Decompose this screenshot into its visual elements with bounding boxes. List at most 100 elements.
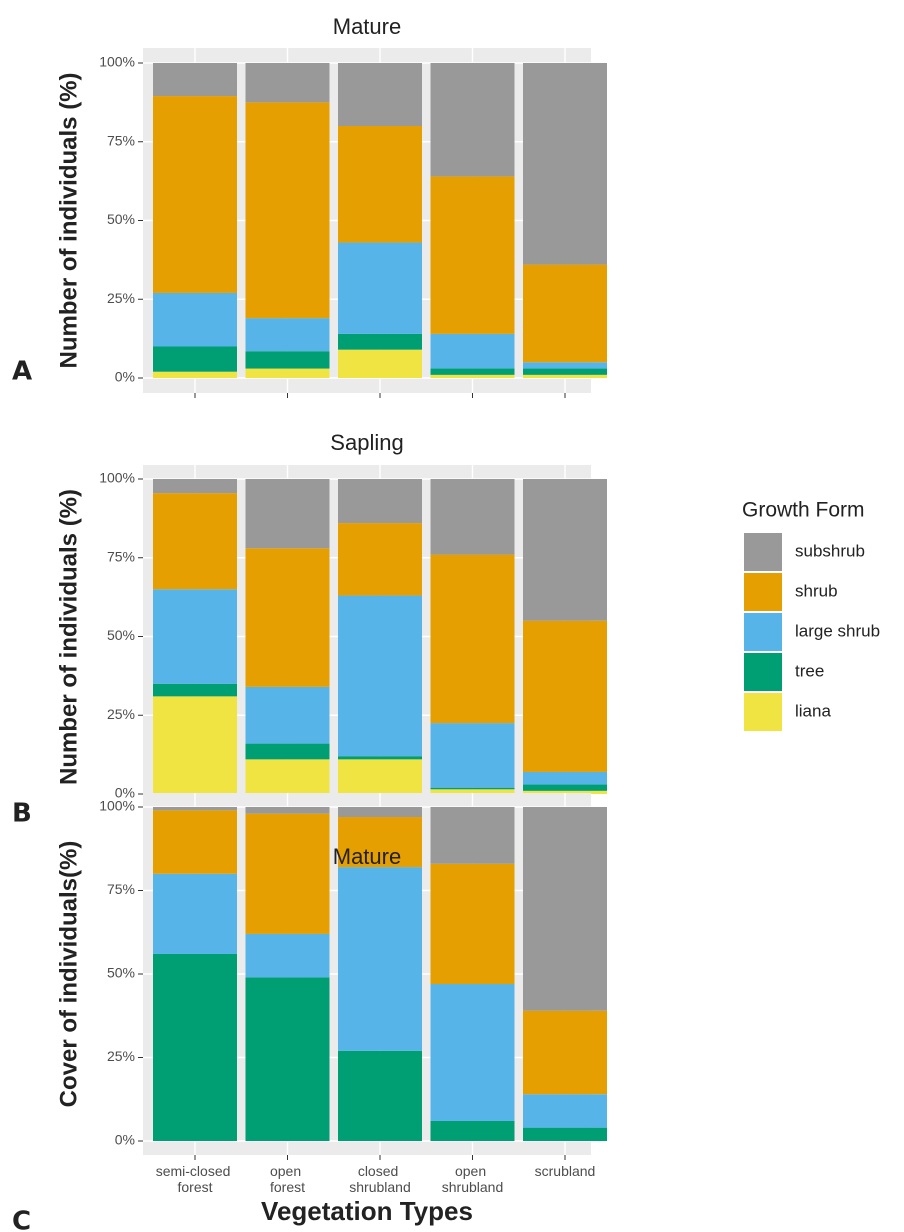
x-tick-label-line: forest	[270, 1179, 305, 1195]
y-tick-label: 100%	[99, 470, 135, 486]
bar-segment: tree	[523, 784, 607, 791]
legend-label: large shrub	[795, 621, 880, 640]
bar-segment: subshrub	[153, 63, 237, 97]
y-tick-label: 50%	[107, 211, 135, 227]
y-tick-label: 25%	[107, 290, 135, 306]
bar-segment: large shrub	[153, 873, 237, 954]
bar-segment: shrub	[430, 863, 515, 985]
y-tick-label: 75%	[107, 548, 135, 564]
bar-segment: tree	[430, 368, 515, 375]
bar-segment: shrub	[338, 523, 422, 596]
bar-segment: large shrub	[430, 723, 515, 788]
bar-segment: large shrub	[245, 686, 330, 744]
bar-segment: shrub	[430, 554, 515, 724]
x-tick-label: scrubland	[535, 1163, 596, 1179]
bar-segment: liana	[523, 374, 607, 378]
bar-segment: shrub	[338, 126, 422, 243]
legend-key	[744, 573, 782, 611]
bar-segment: large shrub	[523, 1094, 607, 1128]
bar-segment: tree	[430, 787, 515, 790]
bar-segment: subshrub	[430, 63, 515, 177]
x-tick-label-line: closed	[358, 1163, 402, 1179]
bar-segment: large shrub	[338, 867, 422, 1051]
bar-segment: shrub	[245, 102, 330, 319]
bar-segment: shrub	[153, 96, 237, 293]
x-tick-label: open shrubland	[442, 1163, 504, 1195]
x-tick-label-line: open	[455, 1163, 490, 1179]
y-tick-label: 75%	[107, 132, 135, 148]
x-tick-label-line: forest	[177, 1179, 212, 1195]
bar-segment: large shrub	[523, 771, 607, 785]
bar-segment: large shrub	[430, 333, 515, 369]
bar-segment: subshrub	[523, 63, 607, 265]
bar-segment: large shrub	[338, 595, 422, 757]
legend-key	[744, 613, 782, 651]
bar-segment: liana	[245, 368, 330, 378]
x-tick-label-line: open	[270, 1163, 305, 1179]
legend-key	[744, 653, 782, 691]
legend-label: subshrub	[795, 541, 865, 560]
y-tick-label: 50%	[107, 965, 135, 981]
bar-segment: shrub	[153, 810, 237, 874]
y-axis-title: Number of individuals (%)	[55, 489, 82, 785]
bar-segment: subshrub	[153, 807, 237, 811]
y-tick-label: 0%	[115, 369, 135, 385]
bar-segment: tree	[245, 743, 330, 760]
legend-label: liana	[795, 701, 831, 720]
y-tick-label: 100%	[99, 798, 135, 814]
bar-segment: liana	[430, 374, 515, 378]
bar-segment: subshrub	[153, 479, 237, 494]
bar-segment: shrub	[523, 264, 607, 363]
bar-segment: subshrub	[338, 807, 422, 818]
bar-segment: tree	[245, 351, 330, 369]
legend-key	[744, 693, 782, 731]
bar-segment: liana	[153, 371, 237, 378]
bar-segment: liana	[153, 696, 237, 794]
y-tick-label: 25%	[107, 1048, 135, 1064]
bar-segment: tree	[430, 1120, 515, 1141]
panel-letter: B	[12, 799, 32, 829]
bar-segment: tree	[338, 333, 422, 350]
bar-segment: large shrub	[523, 362, 607, 369]
legend-key	[744, 533, 782, 571]
bar-segment: liana	[523, 790, 607, 794]
bar-segment: tree	[523, 1127, 607, 1141]
bar-segment: liana	[430, 789, 515, 794]
x-tick-label: semi-closed forest	[156, 1163, 235, 1195]
panel-letter: A	[12, 357, 32, 387]
y-tick-label: 25%	[107, 706, 135, 722]
bar-segment: subshrub	[338, 479, 422, 524]
bar-segment: tree	[523, 368, 607, 375]
x-tick-label-line: shrubland	[442, 1179, 504, 1195]
bar-segment: subshrub	[245, 479, 330, 549]
panel-title: Sapling	[330, 430, 403, 455]
bar-segment: shrub	[153, 493, 237, 590]
x-axis-title: Vegetation Types	[261, 1196, 473, 1226]
bar-segment: shrub	[245, 813, 330, 934]
bar-segment: tree	[338, 1050, 422, 1141]
bar-segment: large shrub	[430, 984, 515, 1121]
bar-segment: shrub	[245, 548, 330, 687]
bar-segment: liana	[338, 349, 422, 378]
y-tick-label: 100%	[99, 54, 135, 70]
bar-segment: large shrub	[338, 242, 422, 334]
bar-segment: shrub	[338, 817, 422, 868]
bar-segment: tree	[153, 953, 237, 1141]
bar-segment: subshrub	[245, 63, 330, 103]
x-tick-label-line: semi-closed	[156, 1163, 235, 1179]
panel-title: Mature	[333, 844, 401, 869]
bar-segment: subshrub	[338, 63, 422, 126]
bar-segment: liana	[338, 759, 422, 794]
x-tick-label: open forest	[270, 1163, 305, 1195]
x-tick-label-line: shrubland	[349, 1179, 411, 1195]
bar-segment: shrub	[523, 620, 607, 772]
bar-segment: large shrub	[245, 933, 330, 978]
bar-segment: liana	[245, 759, 330, 794]
bar-segment: large shrub	[153, 292, 237, 347]
bar-segment: shrub	[430, 176, 515, 334]
y-tick-label: 50%	[107, 627, 135, 643]
y-tick-label: 0%	[115, 1132, 135, 1148]
bar-segment: large shrub	[245, 318, 330, 352]
y-axis-title: Cover of individuals(%)	[55, 841, 82, 1108]
bar-segment: tree	[338, 756, 422, 760]
